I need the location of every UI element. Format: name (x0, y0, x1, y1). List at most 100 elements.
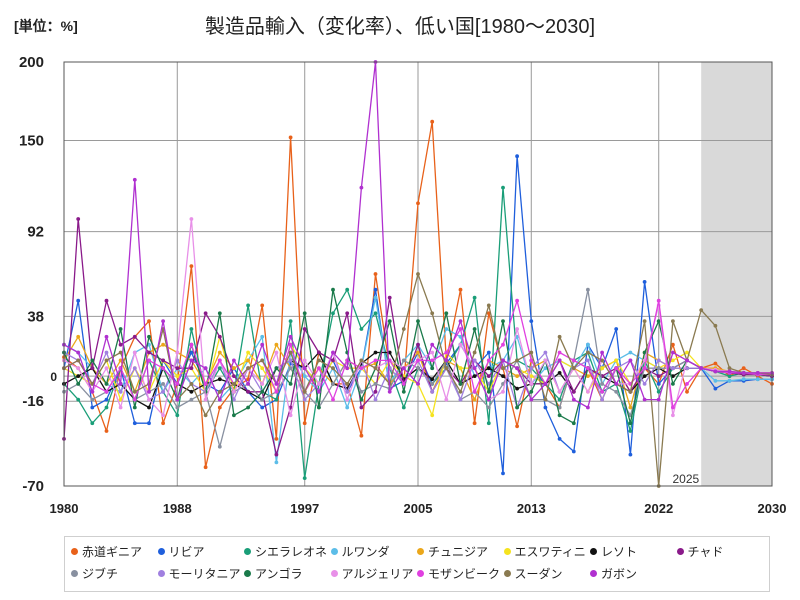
x-tick-label: 2022 (644, 501, 673, 516)
legend-marker-icon (417, 547, 424, 555)
data-point (132, 334, 137, 339)
data-point (444, 311, 449, 316)
legend-item: 赤道ギニア (71, 540, 158, 562)
data-point (317, 366, 321, 371)
data-point (571, 421, 576, 426)
data-point (331, 397, 335, 402)
data-point (727, 374, 732, 378)
data-point (232, 374, 236, 378)
data-point (147, 397, 151, 402)
data-point (302, 389, 307, 394)
data-point (642, 382, 647, 386)
data-point (161, 389, 166, 394)
data-point (586, 374, 590, 378)
data-point (373, 397, 378, 402)
data-point (104, 382, 109, 386)
data-point (260, 397, 265, 402)
data-point (557, 397, 562, 402)
data-point (246, 350, 251, 355)
data-point (571, 389, 576, 394)
x-tick-label: 2013 (517, 501, 546, 516)
data-point (656, 397, 661, 402)
data-point (359, 433, 364, 438)
data-point (331, 382, 335, 386)
data-point (232, 382, 236, 386)
data-point (430, 377, 435, 382)
data-point (458, 366, 463, 371)
data-point (628, 421, 633, 426)
data-point (515, 298, 519, 303)
data-point (444, 358, 449, 363)
data-point (274, 389, 279, 394)
data-point (203, 311, 208, 316)
data-point (260, 334, 265, 339)
forecast-region (701, 62, 772, 486)
data-point (161, 413, 166, 418)
data-point (472, 295, 477, 300)
data-point (359, 185, 364, 190)
data-point (501, 319, 505, 323)
data-point (118, 350, 123, 355)
data-point (147, 334, 151, 339)
data-point (401, 389, 406, 394)
data-point (387, 295, 392, 300)
data-point (246, 358, 251, 363)
data-point (246, 366, 251, 371)
data-point (260, 366, 265, 371)
data-point (288, 334, 293, 339)
legend-item: エスワティニ (503, 540, 591, 562)
data-point (571, 397, 576, 402)
data-point (529, 382, 534, 386)
data-point (416, 319, 420, 323)
data-point (472, 350, 477, 355)
data-point (529, 366, 534, 371)
data-point (472, 374, 477, 378)
data-point (557, 371, 562, 375)
data-point (586, 405, 590, 410)
data-point (132, 177, 137, 182)
y-tick-label: 38 (27, 308, 44, 325)
data-point (288, 413, 293, 418)
data-point (118, 405, 123, 410)
legend-item: ガボン (590, 562, 677, 584)
plot-area-border (63, 61, 773, 487)
data-point (76, 350, 81, 355)
data-point (755, 371, 760, 375)
data-point (600, 350, 604, 355)
legend-marker-icon (503, 547, 511, 555)
data-point (288, 366, 293, 371)
data-point (274, 342, 279, 347)
data-point (317, 350, 321, 355)
legend-marker-icon (244, 547, 251, 555)
data-point (515, 366, 519, 371)
data-point (331, 366, 335, 371)
data-point (118, 327, 123, 331)
data-point (373, 389, 378, 394)
data-point (331, 350, 335, 355)
data-point (501, 471, 505, 476)
data-point (90, 389, 95, 394)
legend-label: アンゴラ (255, 566, 303, 581)
data-point (458, 342, 463, 347)
data-point (189, 327, 194, 331)
data-point (486, 397, 491, 402)
data-point (189, 382, 194, 386)
forecast-year-label: 2025 (672, 472, 699, 486)
data-point (302, 366, 307, 371)
data-point (302, 397, 307, 402)
data-point (600, 366, 604, 371)
data-point (90, 405, 95, 410)
data-point (104, 334, 109, 339)
data-point (628, 358, 633, 363)
y-tick-label: 150 (19, 133, 44, 150)
data-point (557, 405, 562, 410)
data-point (260, 303, 265, 308)
data-point (217, 389, 222, 394)
data-point (331, 311, 335, 316)
data-point (642, 366, 647, 371)
data-point (444, 350, 449, 355)
data-point (288, 342, 293, 347)
data-point (529, 397, 534, 402)
data-point (430, 382, 435, 386)
